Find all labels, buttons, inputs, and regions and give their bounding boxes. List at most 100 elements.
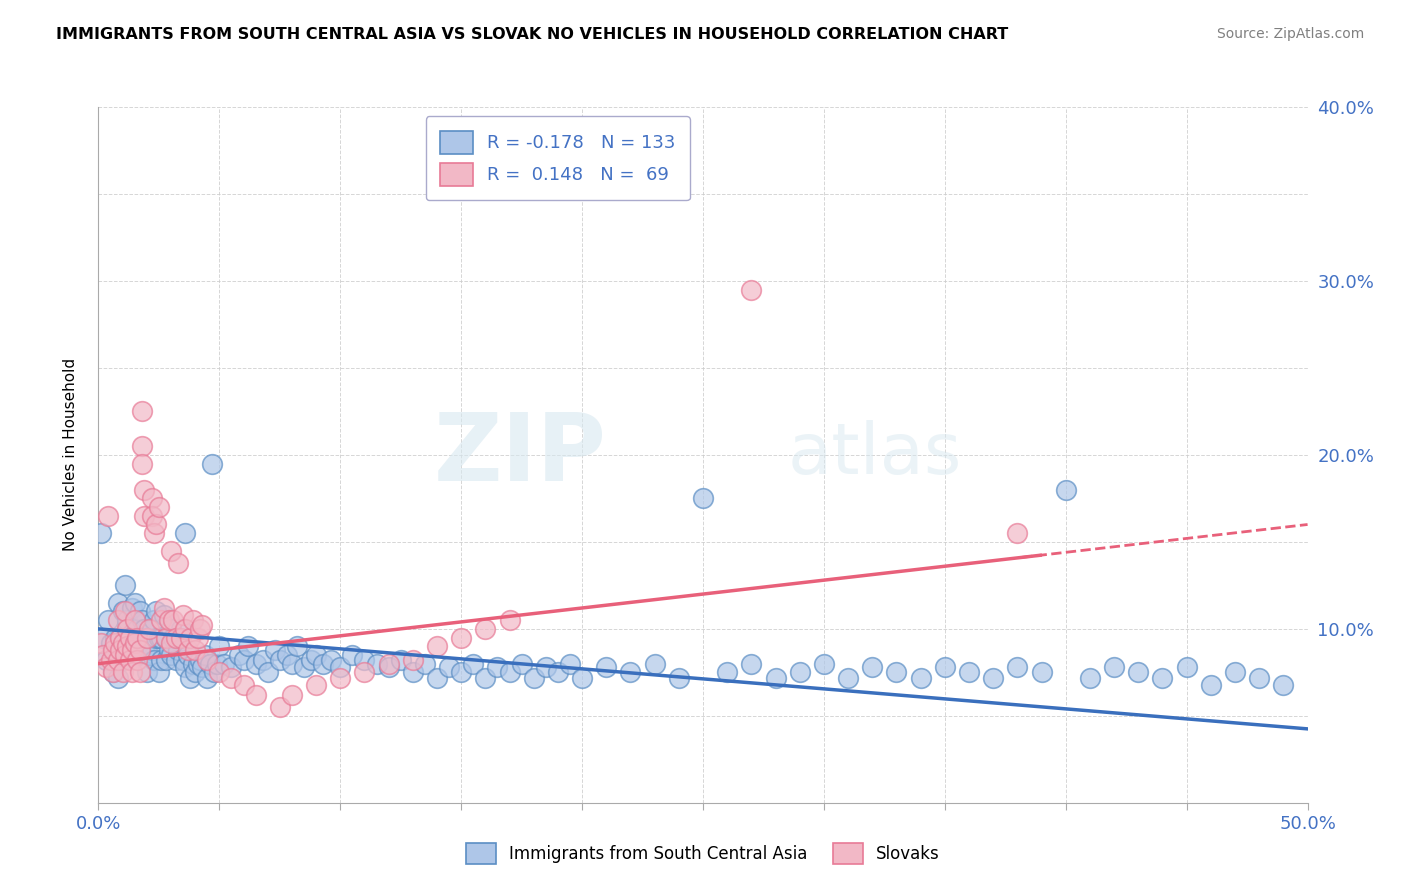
Point: [208, 639, 231, 653]
Point: [172, 607, 194, 622]
Point: [1199, 677, 1222, 691]
Point: [910, 671, 932, 685]
Point: [124, 636, 146, 650]
Point: [155, 631, 177, 645]
Point: [101, 665, 124, 680]
Point: [245, 657, 267, 671]
Point: [1078, 671, 1101, 685]
Point: [1272, 677, 1295, 691]
Point: [91, 648, 114, 662]
Point: [377, 657, 399, 671]
Point: [148, 665, 170, 680]
Point: [860, 660, 883, 674]
Point: [145, 605, 167, 619]
Point: [167, 642, 190, 657]
Point: [148, 631, 170, 645]
Point: [426, 671, 449, 685]
Point: [94, 653, 117, 667]
Point: [201, 457, 224, 471]
Point: [118, 653, 141, 667]
Point: [150, 653, 173, 667]
Point: [571, 671, 593, 685]
Point: [319, 653, 342, 667]
Point: [208, 665, 231, 680]
Point: [276, 648, 298, 662]
Point: [312, 657, 335, 671]
Point: [157, 642, 180, 657]
Point: [107, 671, 129, 685]
Point: [150, 613, 173, 627]
Text: atlas: atlas: [787, 420, 962, 490]
Point: [127, 631, 149, 645]
Point: [377, 660, 399, 674]
Point: [148, 500, 170, 514]
Point: [486, 660, 509, 674]
Point: [402, 653, 425, 667]
Point: [692, 491, 714, 506]
Point: [134, 483, 156, 497]
Point: [191, 618, 214, 632]
Point: [305, 677, 328, 691]
Point: [97, 508, 120, 523]
Point: [145, 631, 167, 645]
Point: [1128, 665, 1150, 680]
Text: Source: ZipAtlas.com: Source: ZipAtlas.com: [1216, 27, 1364, 41]
Point: [837, 671, 859, 685]
Point: [118, 636, 141, 650]
Point: [353, 665, 375, 680]
Point: [114, 648, 136, 662]
Point: [138, 631, 160, 645]
Point: [111, 665, 134, 680]
Point: [534, 660, 557, 674]
Point: [204, 665, 226, 680]
Point: [135, 631, 157, 645]
Point: [205, 657, 228, 671]
Point: [141, 491, 163, 506]
Point: [131, 404, 153, 418]
Point: [157, 613, 180, 627]
Point: [131, 613, 153, 627]
Point: [463, 657, 485, 671]
Point: [117, 613, 139, 627]
Point: [252, 653, 274, 667]
Point: [141, 642, 163, 657]
Point: [107, 596, 129, 610]
Point: [716, 665, 738, 680]
Point: [981, 671, 1004, 685]
Point: [124, 596, 146, 610]
Point: [366, 657, 388, 671]
Point: [114, 605, 136, 619]
Point: [107, 653, 129, 667]
Point: [212, 657, 235, 671]
Point: [111, 605, 134, 619]
Point: [1007, 660, 1029, 674]
Point: [305, 648, 328, 662]
Point: [94, 660, 117, 674]
Point: [187, 657, 209, 671]
Point: [104, 631, 127, 645]
Point: [128, 631, 150, 645]
Point: [498, 665, 520, 680]
Point: [264, 642, 287, 657]
Point: [437, 660, 460, 674]
Point: [177, 648, 200, 662]
Point: [127, 653, 149, 667]
Point: [221, 660, 243, 674]
Point: [141, 622, 163, 636]
Point: [281, 688, 304, 702]
Point: [184, 665, 207, 680]
Point: [111, 636, 134, 650]
Point: [131, 631, 153, 645]
Point: [101, 642, 124, 657]
Point: [131, 457, 153, 471]
Point: [450, 665, 472, 680]
Point: [143, 653, 166, 667]
Point: [1102, 660, 1125, 674]
Y-axis label: No Vehicles in Household: No Vehicles in Household: [63, 359, 77, 551]
Point: [114, 631, 136, 645]
Point: [402, 665, 425, 680]
Point: [228, 648, 250, 662]
Point: [547, 665, 569, 680]
Point: [188, 622, 211, 636]
Point: [174, 526, 197, 541]
